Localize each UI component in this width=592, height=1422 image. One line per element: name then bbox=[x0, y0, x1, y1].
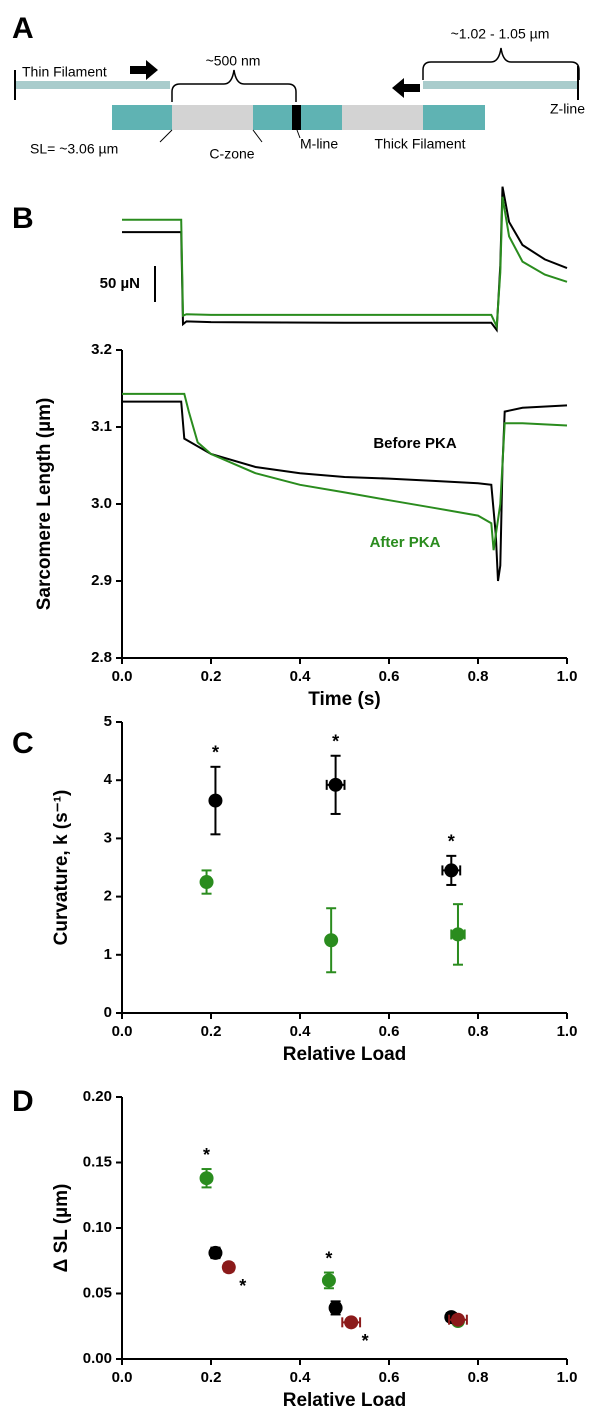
y-tick-label: 3.2 bbox=[91, 341, 112, 358]
label: ~1.02 - 1.05 µm bbox=[451, 26, 550, 42]
x-tick-label: 0.6 bbox=[379, 1369, 400, 1386]
point bbox=[324, 933, 339, 948]
panel-label: D bbox=[12, 1085, 34, 1118]
y-axis-title: Curvature, k (s⁻¹) bbox=[51, 790, 72, 946]
y-tick-label: 0.15 bbox=[83, 1153, 112, 1170]
x-axis-title: Relative Load bbox=[283, 1044, 407, 1065]
point bbox=[208, 1245, 223, 1260]
point bbox=[344, 1315, 359, 1330]
x-tick-label: 0.8 bbox=[468, 1023, 489, 1040]
point bbox=[199, 875, 214, 890]
pointer bbox=[159, 129, 173, 143]
y-tick-label: 2.9 bbox=[91, 572, 112, 589]
arrow bbox=[130, 60, 158, 80]
scale-bar-label: 50 µN bbox=[100, 275, 140, 292]
x-tick-label: 0.2 bbox=[201, 1369, 222, 1386]
line bbox=[122, 196, 568, 331]
point bbox=[450, 927, 465, 942]
series-label: After PKA bbox=[370, 534, 441, 551]
x-tick-label: 0.6 bbox=[379, 1023, 400, 1040]
x-tick-label: 0.8 bbox=[468, 1369, 489, 1386]
label: SL= ~3.06 µm bbox=[30, 141, 118, 157]
x-tick-label: 0.6 bbox=[379, 668, 400, 685]
c-zone bbox=[172, 105, 253, 130]
point bbox=[221, 1260, 236, 1275]
y-tick-label: 2 bbox=[104, 888, 112, 905]
y-tick-label: 3.0 bbox=[91, 495, 112, 512]
y-tick-label: 3 bbox=[104, 829, 112, 846]
x-tick-label: 0.8 bbox=[468, 668, 489, 685]
y-axis-title: Sarcomere Length (µm) bbox=[34, 398, 55, 611]
series-label: Before PKA bbox=[373, 435, 457, 452]
y-tick-label: 0.05 bbox=[83, 1284, 112, 1301]
thin-filament bbox=[423, 81, 578, 89]
pointer bbox=[252, 129, 263, 143]
point bbox=[328, 777, 343, 792]
y-tick-label: 1 bbox=[104, 946, 112, 963]
y-tick-label: 0.00 bbox=[83, 1350, 112, 1367]
line bbox=[122, 392, 568, 551]
label: Thin Filament bbox=[22, 64, 107, 80]
annotation: * bbox=[239, 1276, 246, 1296]
brace bbox=[171, 69, 297, 102]
y-tick-label: 0 bbox=[104, 1004, 112, 1021]
label: C-zone bbox=[209, 146, 254, 162]
panel-label: A bbox=[12, 12, 34, 45]
point bbox=[321, 1273, 336, 1288]
x-tick-label: 0.2 bbox=[201, 1023, 222, 1040]
m-line bbox=[292, 105, 301, 130]
x-tick-label: 1.0 bbox=[557, 1369, 578, 1386]
x-tick-label: 0.4 bbox=[290, 1023, 312, 1040]
thin-filament bbox=[15, 81, 170, 89]
point bbox=[328, 1300, 343, 1315]
arrow bbox=[392, 78, 420, 98]
point bbox=[444, 863, 459, 878]
x-tick-label: 0.0 bbox=[112, 668, 133, 685]
y-tick-label: 4 bbox=[104, 771, 113, 788]
panel-label: C bbox=[12, 727, 34, 760]
annotation: * bbox=[448, 832, 455, 852]
x-tick-label: 0.2 bbox=[201, 668, 222, 685]
x-axis-title: Time (s) bbox=[308, 689, 381, 710]
x-tick-label: 1.0 bbox=[557, 668, 578, 685]
label: ~500 nm bbox=[206, 53, 261, 69]
annotation: * bbox=[212, 743, 219, 763]
x-tick-label: 0.0 bbox=[112, 1023, 133, 1040]
diagram: A Thin Filament ~500 nm ~1.02 - 1.05 µm … bbox=[12, 12, 585, 162]
label: Z-line bbox=[550, 101, 585, 117]
x-tick-label: 1.0 bbox=[557, 1023, 578, 1040]
point bbox=[199, 1171, 214, 1186]
brace bbox=[422, 47, 580, 80]
panel-label: B bbox=[12, 202, 34, 235]
x-tick-label: 0.4 bbox=[290, 668, 312, 685]
point bbox=[208, 793, 223, 808]
y-axis-title: Δ SL (µm) bbox=[51, 1184, 72, 1273]
label: Thick Filament bbox=[374, 136, 465, 152]
x-axis-title: Relative Load bbox=[283, 1390, 407, 1411]
c-zone bbox=[342, 105, 423, 130]
annotation: * bbox=[203, 1145, 210, 1165]
annotation: * bbox=[325, 1248, 332, 1268]
label: M-line bbox=[300, 136, 338, 152]
x-tick-label: 0.0 bbox=[112, 1369, 133, 1386]
y-tick-label: 2.8 bbox=[91, 649, 112, 666]
y-tick-label: 0.10 bbox=[83, 1219, 112, 1236]
y-tick-label: 3.1 bbox=[91, 418, 112, 435]
pointer bbox=[296, 129, 301, 139]
point bbox=[450, 1312, 465, 1327]
line bbox=[122, 186, 568, 333]
x-tick-label: 0.4 bbox=[290, 1369, 312, 1386]
y-tick-label: 0.20 bbox=[83, 1088, 112, 1105]
annotation: * bbox=[332, 732, 339, 752]
annotation: * bbox=[362, 1331, 369, 1351]
y-tick-label: 5 bbox=[104, 713, 112, 730]
